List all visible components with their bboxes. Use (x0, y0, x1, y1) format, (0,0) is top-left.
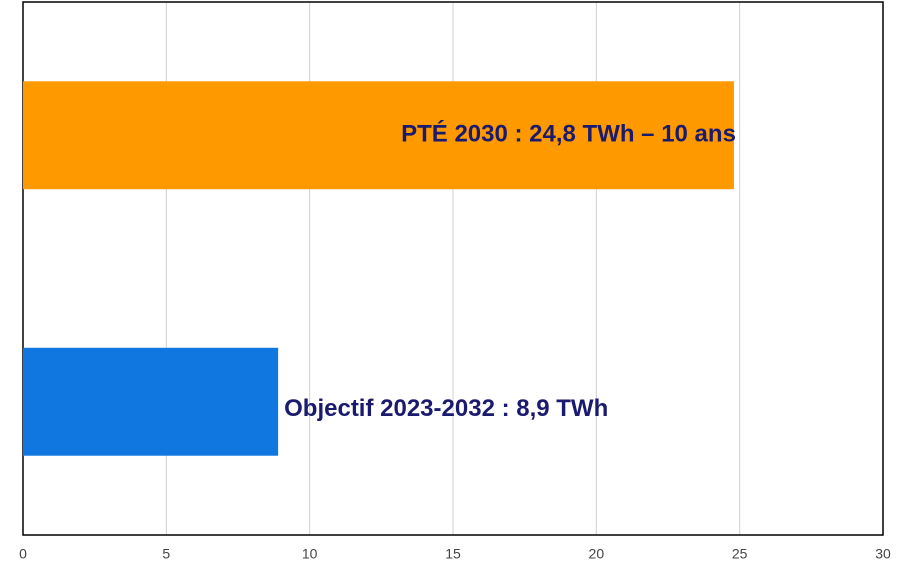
plot-frame (22, 1, 884, 536)
x-tick-label: 5 (162, 546, 170, 562)
x-tick-label: 30 (875, 546, 891, 562)
x-tick-label: 15 (445, 546, 461, 562)
x-tick-label: 20 (589, 546, 605, 562)
x-tick-label: 25 (732, 546, 748, 562)
x-tick-label: 10 (302, 546, 318, 562)
data-label: PTÉ 2030 : 24,8 TWh – 10 ans (401, 120, 736, 148)
bar (23, 347, 279, 456)
x-tick-label: 0 (19, 546, 27, 562)
data-label: Objectif 2023-2032 : 8,9 TWh (284, 395, 608, 422)
bar (23, 81, 734, 190)
